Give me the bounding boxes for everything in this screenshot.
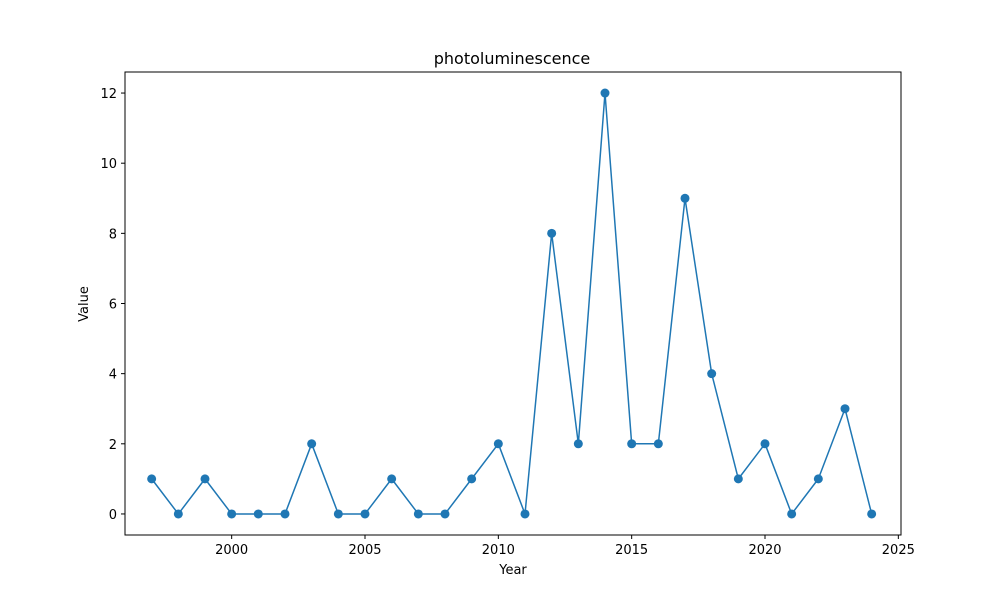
data-point [733, 474, 743, 484]
data-point [547, 228, 557, 238]
data-point [787, 509, 797, 519]
x-tick-label: 2025 [882, 543, 915, 558]
plot-area [125, 72, 901, 535]
y-tick-label: 4 [109, 368, 117, 383]
data-point [467, 474, 477, 484]
x-tick-label: 2000 [215, 543, 248, 558]
chart-title: photoluminescence [434, 49, 591, 68]
data-point [493, 439, 503, 449]
data-point [600, 88, 610, 98]
y-tick-label: 8 [109, 227, 117, 242]
y-tick-label: 0 [109, 508, 117, 523]
y-tick-label: 6 [109, 298, 117, 313]
y-axis-ticks: 0 2 4 6 8 10 12 [100, 87, 125, 523]
data-point [280, 509, 290, 519]
data-point [333, 509, 343, 519]
y-tick-label: 10 [100, 157, 117, 172]
x-tick-label: 2010 [482, 543, 515, 558]
data-point [573, 439, 583, 449]
x-tick-label: 2005 [348, 543, 381, 558]
x-tick-label: 2020 [748, 543, 781, 558]
series-line [151, 92, 873, 515]
data-point [840, 404, 850, 414]
data-point [520, 509, 530, 519]
data-point [440, 509, 450, 519]
data-point [147, 474, 157, 484]
data-point [200, 474, 210, 484]
data-point [707, 369, 717, 379]
x-tick-label: 2015 [615, 543, 648, 558]
data-point [813, 474, 823, 484]
data-point [387, 474, 397, 484]
data-point [307, 439, 317, 449]
y-tick-label: 2 [109, 438, 117, 453]
data-point [680, 193, 690, 203]
data-point [173, 509, 183, 519]
y-tick-label: 12 [100, 87, 117, 102]
data-point [253, 509, 263, 519]
x-axis-ticks: 2000 2005 2010 2015 2020 2025 [215, 535, 915, 558]
data-point [760, 439, 770, 449]
plot-frame [124, 71, 902, 536]
data-points [147, 88, 877, 519]
data-point [413, 509, 423, 519]
y-axis-label: Value [77, 286, 92, 322]
data-point [360, 509, 370, 519]
x-axis-label: Year [498, 563, 527, 578]
data-point [627, 439, 637, 449]
data-point [227, 509, 237, 519]
data-point [867, 509, 877, 519]
data-point [653, 439, 663, 449]
